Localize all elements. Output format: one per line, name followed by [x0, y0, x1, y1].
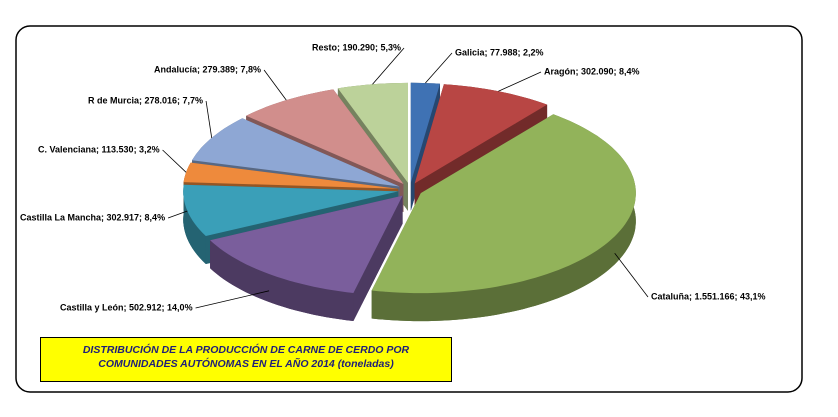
slice-side: [353, 195, 403, 321]
slice-top: [414, 84, 548, 184]
data-label: C. Valenciana; 113.530; 3,2%: [38, 144, 160, 154]
data-label: Castilla y León; 502.912; 14,0%: [60, 302, 193, 312]
pie-slice: [210, 195, 403, 321]
pie-slice: [371, 114, 636, 322]
leader-line: [614, 252, 649, 298]
leader-line: [195, 290, 270, 309]
leader-line: [498, 71, 542, 92]
data-label: R de Murcia; 278.016; 7,7%: [88, 95, 203, 105]
data-label: Castilla La Mancha; 302.917; 8,4%: [20, 212, 165, 222]
slice-wall: [210, 240, 354, 321]
leader-line: [372, 47, 405, 85]
slice-top: [192, 118, 400, 187]
slice-top: [183, 184, 399, 236]
slice-wall: [183, 184, 206, 264]
chart-title: DISTRIBUCIÓN DE LA PRODUCCIÓN DE CARNE D…: [40, 337, 452, 382]
leader-line: [425, 52, 453, 84]
slice-top: [246, 89, 404, 184]
data-label: Andalucía; 279.389; 7,8%: [154, 64, 261, 74]
leader-line: [162, 149, 187, 173]
data-label: Resto; 190.290; 5,3%: [312, 42, 401, 52]
slice-top: [183, 162, 399, 189]
data-label: Aragón; 302.090; 8,4%: [544, 66, 640, 76]
leader-line: [205, 100, 213, 138]
slice-top: [371, 114, 636, 294]
slice-wall: [371, 114, 636, 322]
data-label: Cataluña; 1.551.166; 43,1%: [651, 291, 766, 301]
slice-top: [410, 82, 440, 183]
chart-frame: [15, 25, 803, 393]
slice-top: [210, 195, 403, 293]
leader-line: [167, 210, 188, 219]
leader-line: [263, 69, 287, 101]
slice-top: [337, 82, 408, 183]
data-label: Galicia; 77.988; 2,2%: [455, 47, 544, 57]
